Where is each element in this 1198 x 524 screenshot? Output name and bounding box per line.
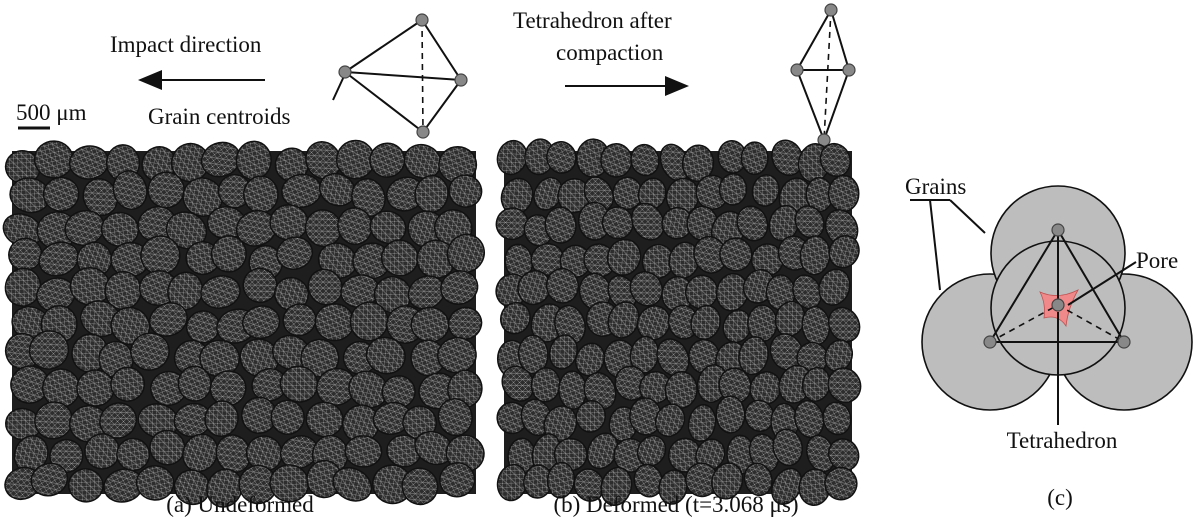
scale-bar-label: 500 μm (16, 100, 87, 125)
annotation-line: Tetrahedron after (513, 8, 672, 33)
grain (244, 176, 279, 213)
grain (411, 307, 450, 343)
grain-packing-b (491, 136, 867, 510)
impact-direction: Impact direction (110, 32, 262, 57)
tetrahedron-label: Tetrahedron (1007, 428, 1118, 453)
grain-packing-a (0, 136, 491, 513)
grain (741, 142, 768, 174)
caption-c: (c) (1047, 485, 1073, 510)
pore-label: Pore (1136, 248, 1178, 273)
annotation-line: compaction (556, 40, 664, 65)
grain-centroids: Grain centroids (148, 104, 290, 129)
grain (344, 435, 382, 468)
caption-b: (b) Deformed (t=3.068 μs) (553, 492, 798, 517)
grain (336, 140, 374, 179)
tetrahedron-b (791, 4, 855, 146)
grain (34, 140, 74, 179)
grain (716, 396, 745, 433)
figure: Impact direction 500 μm Grain centroids … (0, 0, 1198, 524)
grains-label: Grains (905, 174, 966, 199)
caption-a: (a) Undeformed (166, 492, 314, 517)
grain (748, 305, 777, 341)
grain (613, 177, 642, 209)
grain (315, 304, 354, 341)
grain (829, 176, 859, 212)
tetrahedron-a (339, 14, 467, 138)
